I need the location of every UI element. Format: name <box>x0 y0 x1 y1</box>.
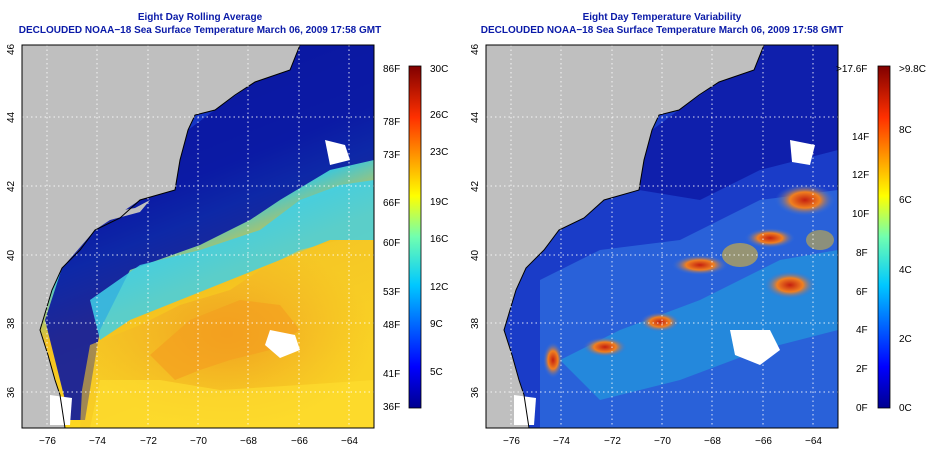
left-map-subtitle: DECLOUDED NOAA−18 Sea Surface Temperatur… <box>19 25 381 36</box>
right-map-subtitle: DECLOUDED NOAA−18 Sea Surface Temperatur… <box>481 25 843 36</box>
right-cb-f-label: 6F <box>856 287 868 298</box>
right-colorbar-c-labels: >9.8C 8C 6C 4C 2C 0C <box>899 64 926 414</box>
left-lat-label: 42 <box>6 180 17 192</box>
right-lon-label: −76 <box>503 436 520 447</box>
right-lon-label: −68 <box>704 436 721 447</box>
left-cb-f-label: 73F <box>383 150 400 161</box>
left-cb-f-label: 36F <box>383 402 400 413</box>
left-cb-c-label: 9C <box>430 319 443 330</box>
left-graticule <box>22 45 374 428</box>
left-lon-label: −68 <box>240 436 257 447</box>
left-lon-label: −66 <box>291 436 308 447</box>
left-lat-labels: 46 44 42 40 38 36 <box>6 43 17 398</box>
right-cb-c-label: 0C <box>899 403 912 414</box>
right-map-title: Eight Day Temperature Variability <box>583 12 742 23</box>
right-coastline <box>503 45 765 428</box>
left-lat-label: 38 <box>6 317 17 329</box>
left-map-title: Eight Day Rolling Average <box>138 12 263 23</box>
left-cb-c-label: 5C <box>430 367 443 378</box>
left-cb-f-label: 41F <box>383 369 400 380</box>
right-lat-label: 44 <box>470 111 481 123</box>
right-lat-label: 38 <box>470 317 481 329</box>
right-lat-label: 42 <box>470 180 481 192</box>
right-cb-f-label: >17.6F <box>836 64 867 75</box>
left-lat-label: 40 <box>6 249 17 261</box>
left-cb-f-label: 48F <box>383 320 400 331</box>
left-cb-c-label: 23C <box>430 147 448 158</box>
left-lon-label: −74 <box>89 436 106 447</box>
left-colorbar-c-labels: 30C 26C 23C 19C 16C 12C 9C 5C <box>430 64 448 378</box>
right-cb-f-label: 12F <box>852 170 869 181</box>
right-cb-f-label: 10F <box>852 209 869 220</box>
left-lon-label: −72 <box>140 436 157 447</box>
right-graticule <box>486 45 838 428</box>
left-lon-label: −64 <box>341 436 358 447</box>
right-cb-f-label: 0F <box>856 403 868 414</box>
left-coastline <box>39 45 301 428</box>
right-cb-c-label: 6C <box>899 195 912 206</box>
left-cb-f-label: 86F <box>383 64 400 75</box>
left-map-panel <box>22 45 374 428</box>
right-cb-c-label: 2C <box>899 334 912 345</box>
right-lon-label: −70 <box>654 436 671 447</box>
right-colorbar <box>877 65 891 409</box>
left-lon-label: −70 <box>190 436 207 447</box>
left-map-frame <box>21 44 375 429</box>
right-lon-labels: −76 −74 −72 −70 −68 −66 −64 <box>503 436 822 447</box>
left-cb-c-label: 26C <box>430 110 448 121</box>
right-lat-label: 40 <box>470 249 481 261</box>
right-lon-label: −72 <box>604 436 621 447</box>
right-cb-f-label: 4F <box>856 325 868 336</box>
right-cb-c-label: 4C <box>899 265 912 276</box>
left-cb-c-label: 12C <box>430 282 448 293</box>
right-lat-label: 46 <box>470 43 481 55</box>
left-lon-label: −76 <box>39 436 56 447</box>
right-lon-label: −66 <box>755 436 772 447</box>
right-cb-c-label: 8C <box>899 125 912 136</box>
left-colorbar-f-labels: 86F 78F 73F 66F 60F 53F 48F 41F 36F <box>383 64 400 413</box>
right-cb-c-label: >9.8C <box>899 64 926 75</box>
left-cb-c-label: 30C <box>430 64 448 75</box>
left-cb-c-label: 16C <box>430 234 448 245</box>
left-colorbar <box>408 65 422 409</box>
right-cb-f-label: 2F <box>856 364 868 375</box>
left-cb-f-label: 78F <box>383 117 400 128</box>
left-cb-c-label: 19C <box>430 197 448 208</box>
left-lat-label: 46 <box>6 43 17 55</box>
right-map-panel <box>486 45 838 428</box>
left-cb-f-label: 66F <box>383 198 400 209</box>
right-lat-labels: 46 44 42 40 38 36 <box>470 43 481 398</box>
left-lat-label: 36 <box>6 386 17 398</box>
right-lon-label: −64 <box>805 436 822 447</box>
right-cb-f-label: 8F <box>856 248 868 259</box>
left-lon-labels: −76 −74 −72 −70 −68 −66 −64 <box>39 436 358 447</box>
right-colorbar-f-labels: >17.6F 14F 12F 10F 8F 6F 4F 2F 0F <box>836 64 869 414</box>
right-map-frame <box>485 44 839 429</box>
right-cb-f-label: 14F <box>852 132 869 143</box>
left-cb-f-label: 53F <box>383 287 400 298</box>
right-lon-label: −74 <box>553 436 570 447</box>
left-cb-f-label: 60F <box>383 238 400 249</box>
left-lat-label: 44 <box>6 111 17 123</box>
right-lat-label: 36 <box>470 386 481 398</box>
